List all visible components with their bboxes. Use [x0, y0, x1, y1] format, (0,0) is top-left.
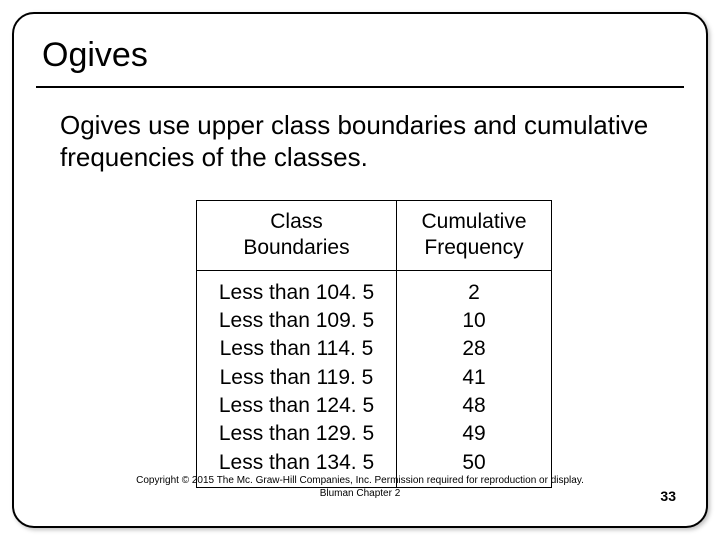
footer-chapter: Bluman Chapter 2 [14, 487, 706, 500]
cumfreq-value: 50 [411, 449, 537, 477]
cumfreq-value: 10 [411, 307, 537, 335]
cumfreq-cell: 2 10 28 41 48 49 50 [397, 270, 552, 487]
boundary-value: Less than 134. 5 [211, 449, 382, 477]
boundary-value: Less than 109. 5 [211, 307, 382, 335]
footer-copyright: Copyright © 2015 The Mc. Graw-Hill Compa… [14, 474, 706, 487]
slide-title: Ogives [42, 36, 148, 75]
slide-frame: Ogives Ogives use upper class boundaries… [12, 12, 708, 528]
boundaries-cell: Less than 104. 5 Less than 109. 5 Less t… [197, 270, 397, 487]
boundary-value: Less than 104. 5 [211, 279, 382, 307]
page-number: 33 [660, 488, 676, 504]
col-header-boundaries: Class Boundaries [197, 201, 397, 271]
boundary-value: Less than 114. 5 [211, 335, 382, 363]
title-rule [36, 86, 684, 88]
cumfreq-value: 41 [411, 364, 537, 392]
boundary-value: Less than 124. 5 [211, 392, 382, 420]
cumfreq-value: 48 [411, 392, 537, 420]
col-header-cumfreq-line1: Cumulative [415, 209, 533, 235]
ogive-table: Class Boundaries Cumulative Frequency Le… [196, 200, 552, 488]
cumfreq-value: 49 [411, 420, 537, 448]
cumfreq-value: 2 [411, 279, 537, 307]
footer: Copyright © 2015 The Mc. Graw-Hill Compa… [14, 474, 706, 500]
cumfreq-value: 28 [411, 335, 537, 363]
slide-subtitle: Ogives use upper class boundaries and cu… [60, 110, 666, 173]
table-header-row: Class Boundaries Cumulative Frequency [197, 201, 552, 271]
col-header-cumfreq: Cumulative Frequency [397, 201, 552, 271]
table-row: Less than 104. 5 Less than 109. 5 Less t… [197, 270, 552, 487]
boundary-value: Less than 129. 5 [211, 420, 382, 448]
col-header-cumfreq-line2: Frequency [415, 235, 533, 261]
boundary-value: Less than 119. 5 [211, 364, 382, 392]
